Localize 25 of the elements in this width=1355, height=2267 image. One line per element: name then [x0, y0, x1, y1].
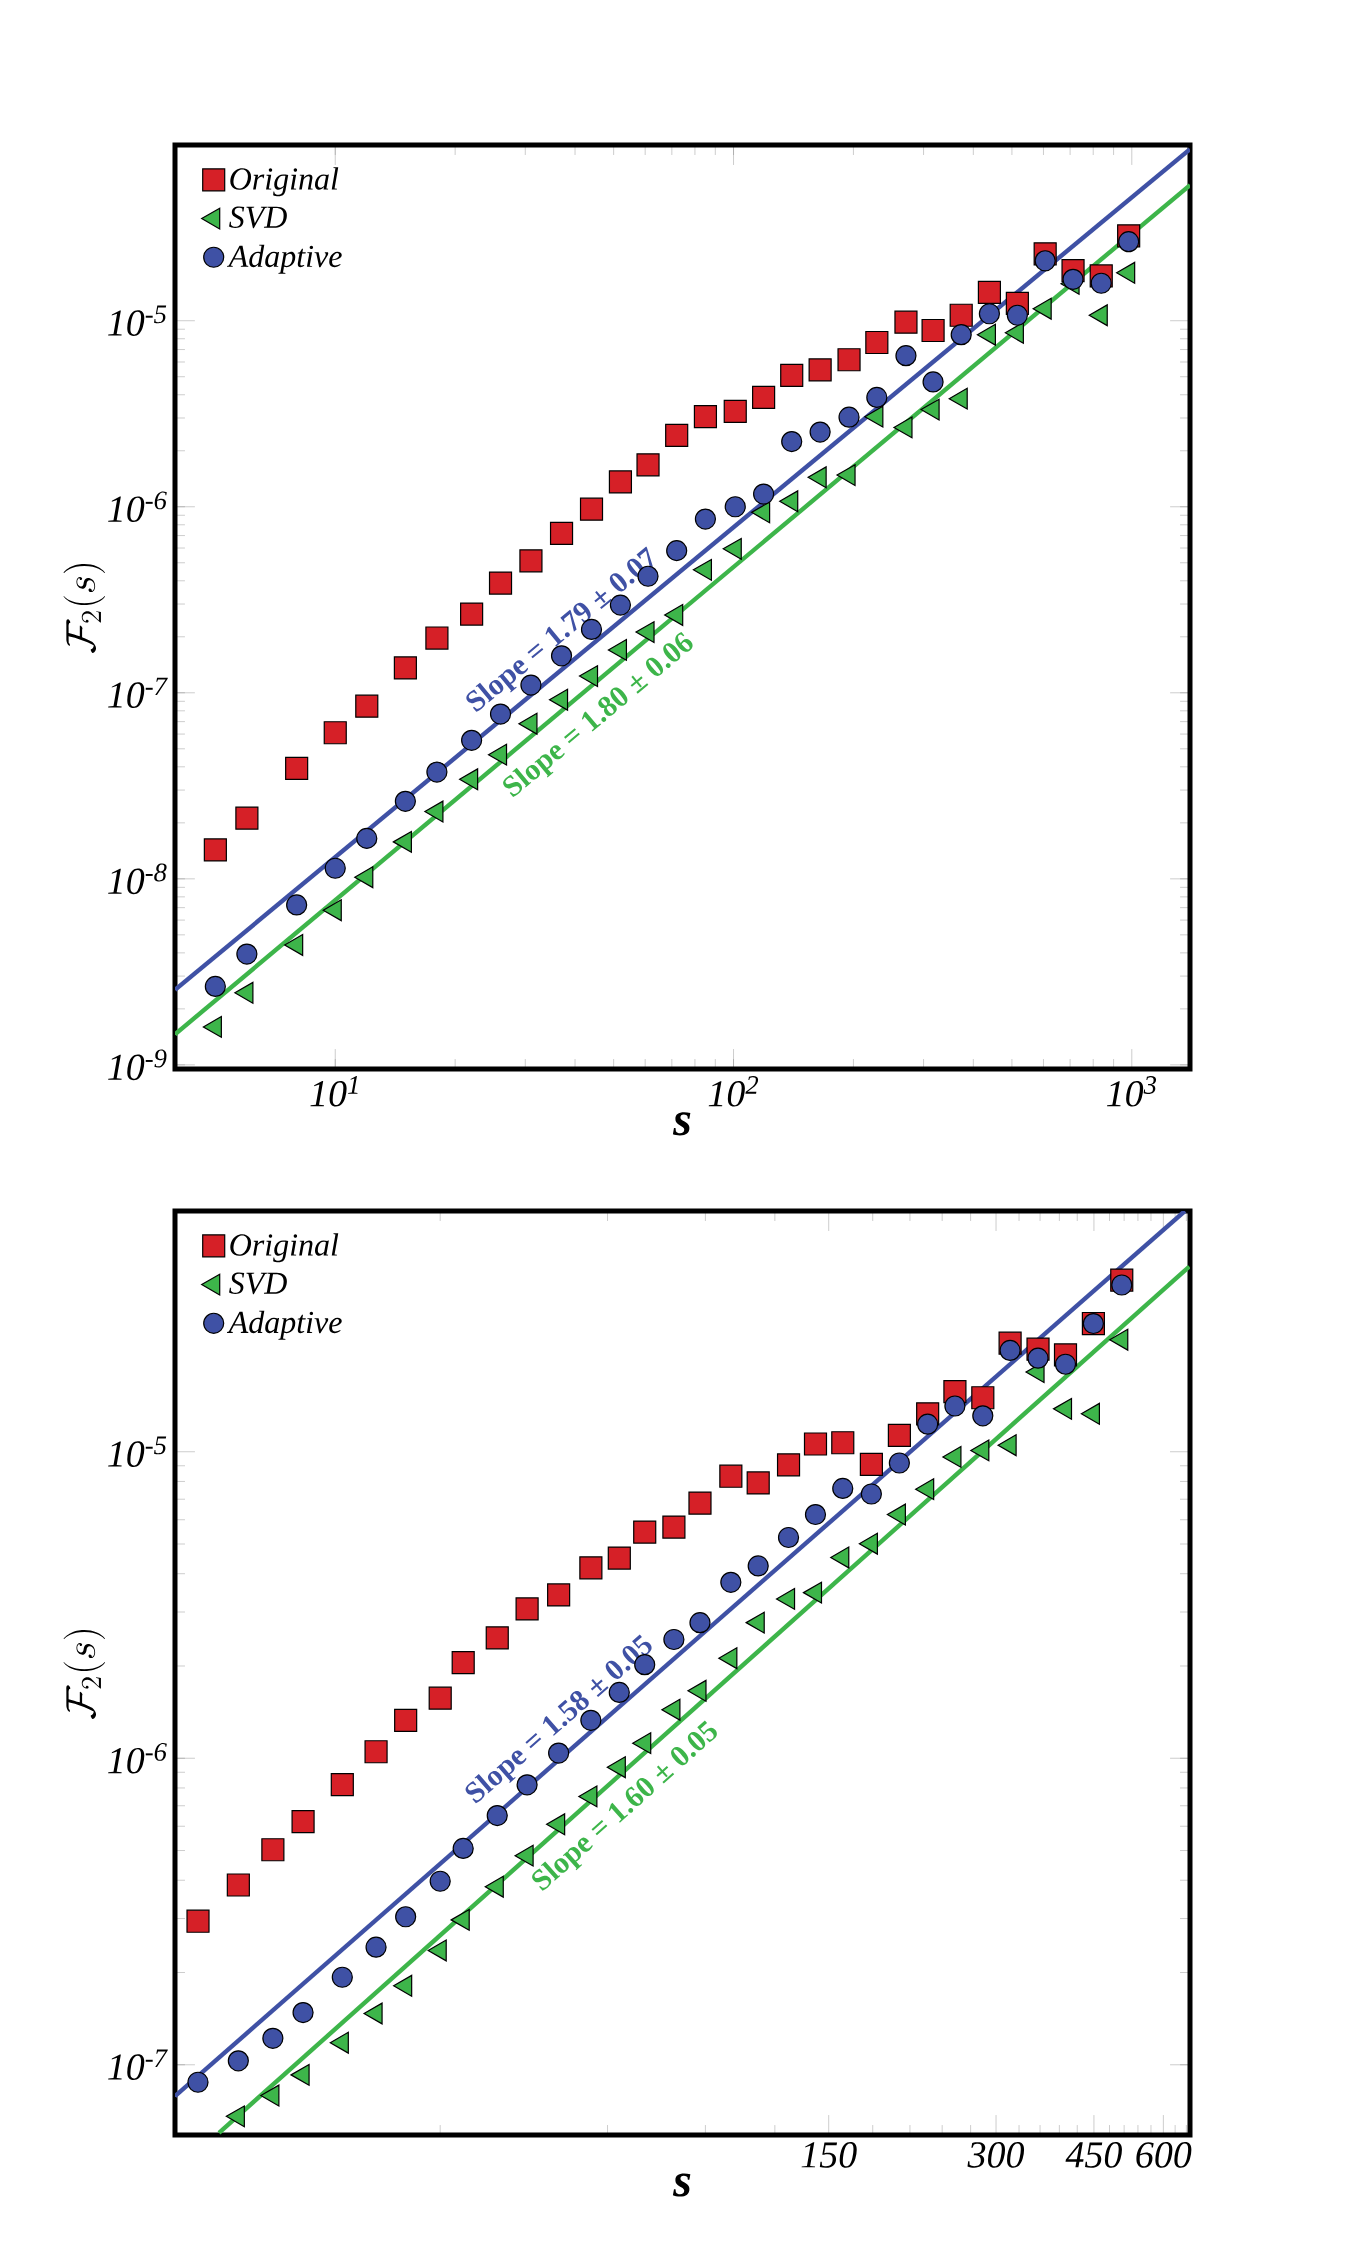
x-axis-title: s — [672, 1112, 691, 1136]
x-tick-label: 300 — [967, 2142, 1025, 2168]
legend-label: Adaptive — [226, 1310, 342, 1340]
y-axis-title: $\mathcal{F}_2(s)$ — [63, 1630, 106, 1720]
y-tick-label: 10$^{-9}$ — [108, 1049, 167, 1081]
y-tick-label: 10$^{-7}$ — [108, 677, 168, 708]
x-tick-label: 10$^{2}$ — [708, 1076, 759, 1107]
x-tick-label: 600 — [1136, 2142, 1192, 2168]
y-tick-label: 10$^{-8}$ — [108, 863, 167, 895]
legend-label: Adaptive — [226, 244, 342, 274]
legend-label: Original — [230, 1233, 339, 1263]
legend-label: SVD — [229, 1272, 287, 1295]
legend-label: Original — [230, 167, 339, 197]
y-tick-label: 10$^{-7}$ — [108, 2049, 168, 2080]
x-tick-label: 150 — [801, 2142, 857, 2168]
legend-label: SVD — [229, 206, 287, 229]
x-axis-title: s — [672, 2173, 691, 2197]
y-tick-label: 10$^{-5}$ — [108, 1436, 167, 1467]
y-tick-label: 10$^{-6}$ — [108, 1743, 167, 1774]
x-tick-label: 10$^{1}$ — [310, 1076, 358, 1107]
x-tick-label: 450 — [1065, 2142, 1122, 2168]
y-tick-label: 10$^{-6}$ — [108, 491, 167, 523]
x-tick-label: 10$^{3}$ — [1107, 1076, 1157, 1107]
y-tick-label: 10$^{-5}$ — [108, 305, 167, 336]
y-axis-title: $\mathcal{F}_2(s)$ — [63, 564, 106, 654]
